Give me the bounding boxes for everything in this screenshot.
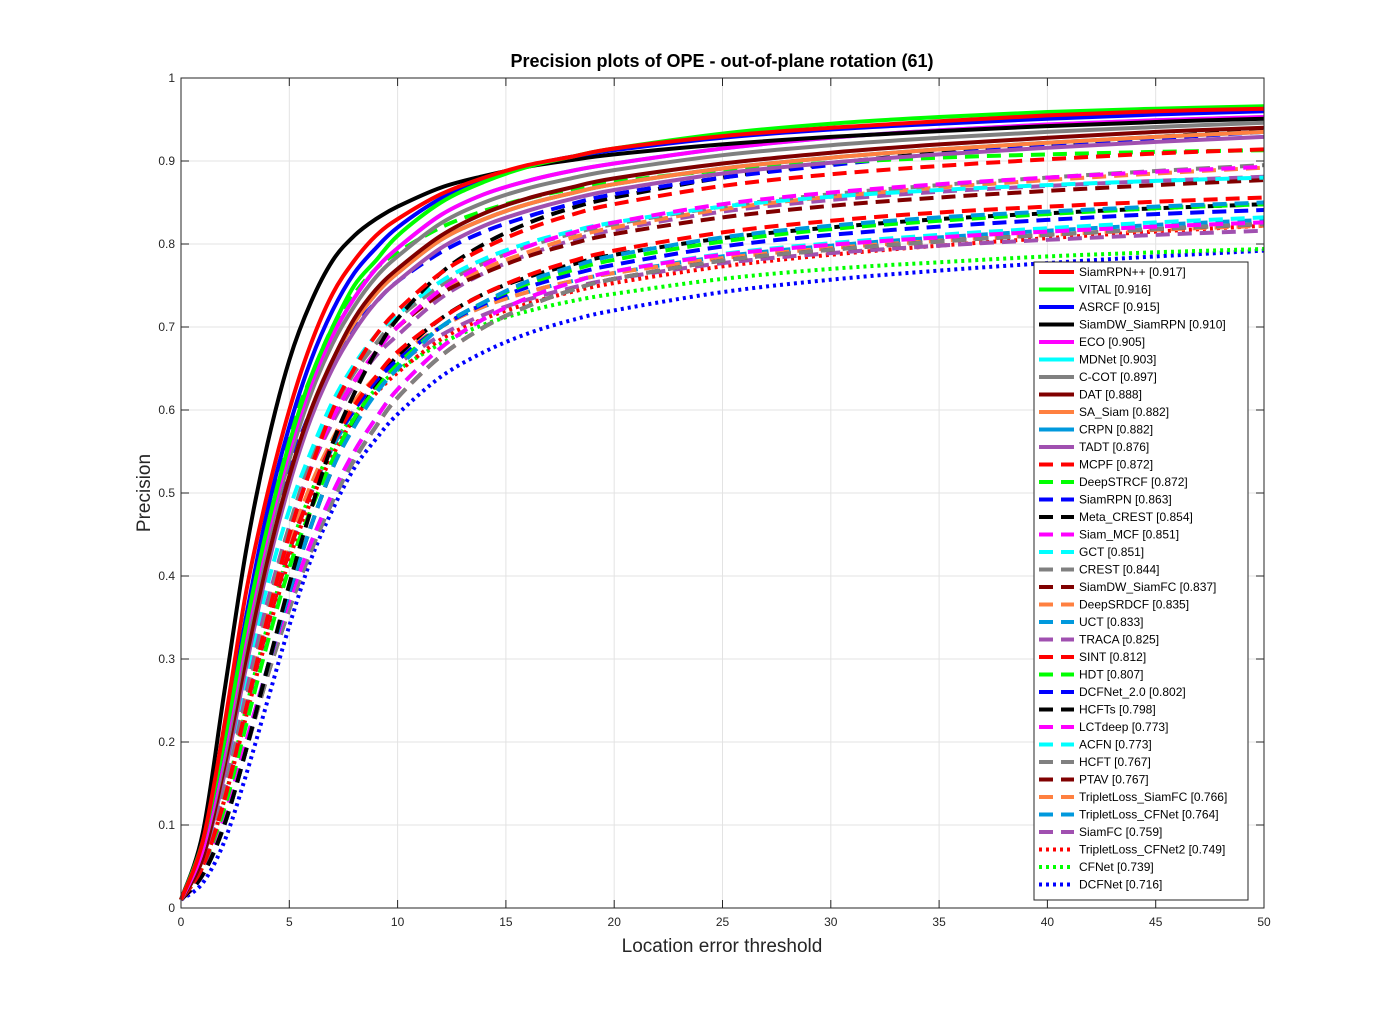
- y-tick-label: 0.3: [158, 652, 175, 666]
- legend-entry-9: CRPN [0.882]: [1079, 423, 1153, 437]
- x-tick-label: 40: [1041, 915, 1055, 929]
- x-tick-label: 30: [824, 915, 838, 929]
- legend-entry-20: UCT [0.833]: [1079, 615, 1143, 629]
- legend-entry-21: TRACA [0.825]: [1079, 633, 1159, 647]
- legend-entry-33: TripletLoss_CFNet2 [0.749]: [1079, 843, 1225, 857]
- x-tick-label: 20: [608, 915, 622, 929]
- y-tick-label: 0.9: [158, 154, 175, 168]
- legend-entry-11: MCPF [0.872]: [1079, 458, 1153, 472]
- series-line-11: [179, 147, 1265, 901]
- legend-box: [1033, 261, 1249, 901]
- legend-entry-28: HCFT [0.767]: [1079, 755, 1151, 769]
- x-tick-label: 25: [716, 915, 730, 929]
- x-axis-label: Location error threshold: [622, 936, 823, 957]
- legend-entry-13: SiamRPN [0.863]: [1079, 493, 1172, 507]
- series-line-2: [179, 109, 1265, 901]
- legend-entry-5: MDNet [0.903]: [1079, 353, 1156, 367]
- x-tick-label: 0: [178, 915, 185, 929]
- legend-entry-6: C-COT [0.897]: [1079, 370, 1157, 384]
- y-tick-label: 0.2: [158, 735, 175, 749]
- x-tick-label: 5: [286, 915, 293, 929]
- legend-entry-3: SiamDW_SiamRPN [0.910]: [1079, 318, 1226, 332]
- legend-entry-35: DCFNet [0.716]: [1079, 878, 1162, 892]
- legend-entry-4: ECO [0.905]: [1079, 335, 1145, 349]
- y-tick-label: 0.4: [158, 569, 175, 583]
- series-line-3: [179, 116, 1265, 901]
- y-axis-label: Precision: [134, 454, 155, 532]
- legend-entry-30: TripletLoss_SiamFC [0.766]: [1079, 790, 1227, 804]
- legend-entry-18: SiamDW_SiamFC [0.837]: [1079, 580, 1216, 594]
- legend-entry-24: DCFNet_2.0 [0.802]: [1079, 685, 1186, 699]
- legend-entry-17: CREST [0.844]: [1079, 563, 1159, 577]
- legend-entry-2: ASRCF [0.915]: [1079, 300, 1160, 314]
- legend-entry-16: GCT [0.851]: [1079, 545, 1144, 559]
- legend-entry-31: TripletLoss_CFNet [0.764]: [1079, 808, 1219, 822]
- legend-entry-12: DeepSTRCF [0.872]: [1079, 475, 1188, 489]
- series-line-1: [179, 104, 1265, 901]
- y-tick-label: 0.7: [158, 320, 175, 334]
- series-line-35: [179, 248, 1265, 902]
- legend-entry-23: HDT [0.807]: [1079, 668, 1143, 682]
- legend-entry-22: SINT [0.812]: [1079, 650, 1146, 664]
- legend-entry-34: CFNet [0.739]: [1079, 860, 1154, 874]
- legend-entry-7: DAT [0.888]: [1079, 388, 1142, 402]
- legend-entry-26: LCTdeep [0.773]: [1079, 720, 1168, 734]
- legend-entry-25: HCFTs [0.798]: [1079, 703, 1156, 717]
- legend-entry-19: DeepSRDCF [0.835]: [1079, 598, 1189, 612]
- x-tick-label: 10: [391, 915, 405, 929]
- series-line-16: [179, 175, 1265, 901]
- chart-title: Precision plots of OPE - out-of-plane ro…: [510, 51, 933, 71]
- y-tick-label: 0.1: [158, 818, 175, 832]
- legend-entry-1: VITAL [0.916]: [1079, 283, 1151, 297]
- x-tick-label: 35: [932, 915, 946, 929]
- series-line-7: [179, 125, 1265, 901]
- series-line-0: [179, 106, 1265, 901]
- legend-entry-10: TADT [0.876]: [1079, 440, 1149, 454]
- y-tick-label: 0: [168, 901, 175, 915]
- legend-entry-14: Meta_CREST [0.854]: [1079, 510, 1193, 524]
- y-tick-label: 0.6: [158, 403, 175, 417]
- x-tick-label: 15: [499, 915, 513, 929]
- x-tick-label: 45: [1149, 915, 1163, 929]
- legend-entry-8: SA_Siam [0.882]: [1079, 405, 1169, 419]
- y-tick-label: 0.5: [158, 486, 175, 500]
- series-lines: [179, 104, 1265, 902]
- y-tick-label: 1: [168, 71, 175, 85]
- series-line-21: [179, 174, 1265, 901]
- axis-ticks: 0 5 10 15 20 25 30 35 40 45 50 0 0.1 0.2 0.3 0.4 0.5 0.6 0…: [158, 71, 1271, 929]
- legend: SiamRPN++ [0.917] VITAL [0.916] ASRCF [0.9…: [1033, 261, 1249, 901]
- y-tick-label: 0.8: [158, 237, 175, 251]
- legend-entry-32: SiamFC [0.759]: [1079, 825, 1162, 839]
- legend-entry-27: ACFN [0.773]: [1079, 738, 1152, 752]
- legend-entry-0: SiamRPN++ [0.917]: [1079, 265, 1186, 279]
- legend-entry-29: PTAV [0.767]: [1079, 773, 1149, 787]
- legend-entry-15: Siam_MCF [0.851]: [1079, 528, 1179, 542]
- x-tick-label: 50: [1257, 915, 1271, 929]
